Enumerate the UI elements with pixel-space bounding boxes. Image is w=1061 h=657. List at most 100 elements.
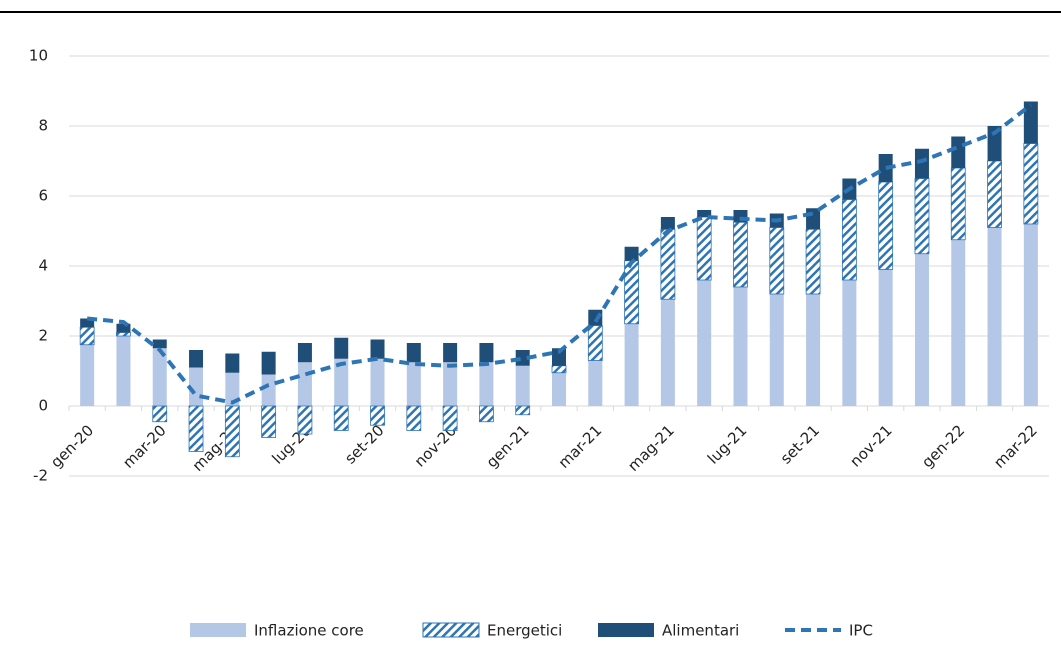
bar bbox=[297, 405, 313, 435]
bar bbox=[152, 405, 168, 423]
legend-swatch bbox=[598, 623, 654, 637]
bar bbox=[1023, 224, 1038, 406]
bar bbox=[769, 294, 784, 406]
bar bbox=[152, 339, 167, 349]
y-tick-label: 10 bbox=[29, 47, 48, 65]
bar bbox=[406, 405, 422, 431]
legend-label: Inflazione core bbox=[254, 622, 364, 640]
bar bbox=[116, 323, 131, 333]
x-tick-label: lug-21 bbox=[704, 421, 750, 467]
bar bbox=[914, 253, 929, 406]
bar bbox=[587, 325, 603, 361]
bar bbox=[333, 405, 349, 431]
bar bbox=[878, 269, 893, 406]
bar bbox=[406, 343, 421, 363]
bar bbox=[443, 362, 458, 406]
bar bbox=[841, 199, 857, 281]
x-tick-label: set-21 bbox=[777, 421, 823, 467]
bar bbox=[624, 246, 639, 261]
bar bbox=[443, 343, 458, 363]
bar bbox=[660, 299, 675, 406]
bar bbox=[406, 362, 421, 406]
bar bbox=[914, 148, 929, 179]
bar bbox=[878, 181, 894, 270]
x-tick-label: mar-20 bbox=[119, 421, 170, 472]
bar bbox=[805, 228, 821, 295]
bar bbox=[188, 405, 204, 452]
bar bbox=[79, 326, 95, 346]
x-tick-label: gen-20 bbox=[47, 421, 97, 471]
bar bbox=[515, 350, 530, 366]
bar bbox=[660, 228, 676, 300]
bar bbox=[297, 362, 312, 406]
bar bbox=[696, 216, 712, 281]
bar bbox=[552, 348, 566, 366]
bar bbox=[987, 160, 1002, 228]
y-tick-label: 0 bbox=[38, 397, 48, 415]
legend-label: Energetici bbox=[487, 622, 562, 640]
y-tick-label: 4 bbox=[38, 257, 48, 275]
bar bbox=[370, 358, 385, 406]
bar bbox=[733, 287, 748, 406]
bar bbox=[987, 126, 1002, 161]
bar bbox=[806, 294, 821, 406]
legend-label: IPC bbox=[849, 622, 873, 640]
line bbox=[86, 103, 1033, 405]
y-tick-label: 8 bbox=[38, 117, 48, 135]
bar bbox=[551, 365, 567, 374]
bar bbox=[479, 362, 494, 406]
bar bbox=[552, 372, 566, 406]
x-tick-label: gen-21 bbox=[483, 421, 533, 471]
bar bbox=[334, 358, 349, 406]
bar bbox=[189, 350, 204, 368]
bar bbox=[225, 372, 240, 406]
bar bbox=[261, 351, 276, 375]
bar bbox=[515, 405, 531, 416]
y-tick-label: -2 bbox=[33, 467, 48, 485]
bar bbox=[80, 318, 95, 328]
bar bbox=[660, 217, 675, 230]
y-tick-label: 2 bbox=[38, 327, 48, 345]
x-tick-label: mar-21 bbox=[555, 421, 606, 472]
bar bbox=[334, 337, 349, 359]
legend-label: Alimentari bbox=[662, 622, 739, 640]
bar bbox=[152, 348, 167, 406]
bar bbox=[297, 343, 312, 363]
bar bbox=[624, 260, 639, 325]
bar bbox=[914, 178, 930, 255]
bar bbox=[950, 167, 966, 241]
x-tick-label: mar-22 bbox=[990, 421, 1041, 472]
bar bbox=[479, 405, 494, 423]
legend-swatch bbox=[190, 623, 246, 637]
bar bbox=[442, 405, 458, 431]
bar bbox=[261, 405, 277, 438]
bar bbox=[733, 221, 748, 288]
y-tick-label: 6 bbox=[38, 187, 48, 205]
bar bbox=[261, 374, 276, 406]
bar bbox=[806, 208, 821, 230]
bar bbox=[1023, 143, 1039, 225]
bar bbox=[479, 343, 494, 363]
bar bbox=[225, 353, 240, 373]
bar bbox=[80, 344, 95, 406]
bar bbox=[624, 323, 639, 406]
bar bbox=[224, 405, 240, 458]
legend-swatch bbox=[422, 622, 480, 638]
bar bbox=[116, 332, 131, 337]
bar bbox=[370, 405, 385, 426]
bar bbox=[769, 227, 785, 295]
x-tick-label: nov-21 bbox=[846, 421, 895, 470]
bar bbox=[515, 365, 530, 406]
bar bbox=[370, 339, 385, 359]
bar bbox=[1023, 101, 1038, 144]
bar bbox=[588, 360, 603, 406]
x-tick-label: gen-22 bbox=[918, 421, 968, 471]
bar bbox=[842, 280, 857, 406]
bar bbox=[987, 227, 1002, 406]
bar bbox=[878, 154, 893, 182]
bar bbox=[951, 136, 966, 168]
bar bbox=[116, 336, 131, 406]
bar bbox=[697, 280, 712, 406]
x-tick-label: mag-21 bbox=[624, 421, 678, 475]
